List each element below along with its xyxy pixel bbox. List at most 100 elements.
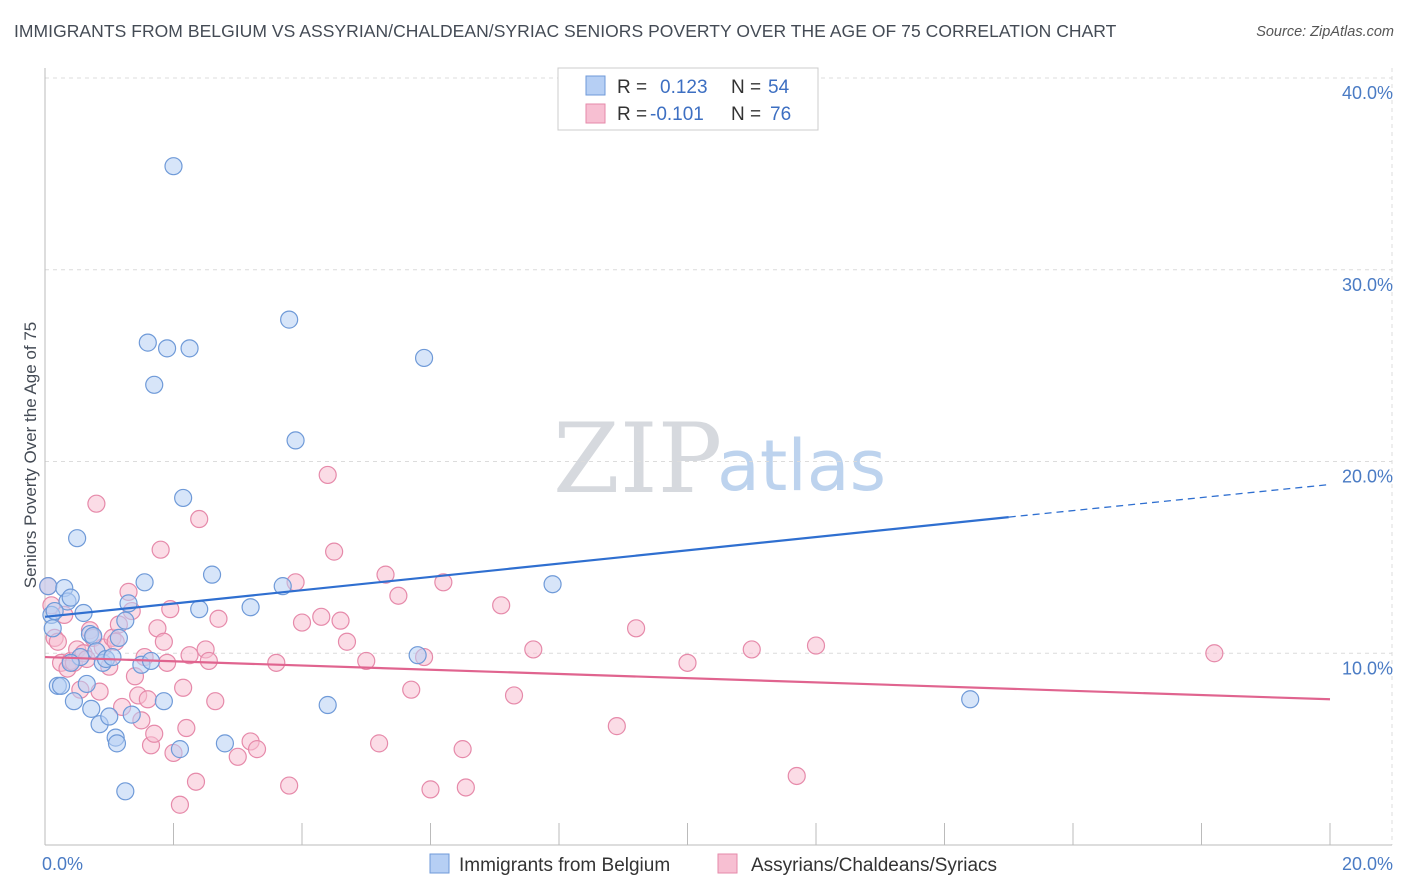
assyrian-trend-line: [44, 655, 1331, 701]
assyrian-point-48: [228, 747, 247, 766]
assyrian-point-29: [138, 690, 157, 709]
belgium-point-46: [286, 431, 305, 450]
belgium-point-50: [543, 575, 562, 594]
belgium-point-38: [174, 488, 193, 508]
belgium-point-34: [154, 692, 173, 711]
y-tick-label-20: 20.0%: [1342, 467, 1393, 487]
belgium-point-9: [68, 529, 87, 548]
legend-n-label-blue: N =: [731, 77, 761, 98]
belgium-point-25: [116, 782, 135, 801]
assyrian-point-55: [312, 607, 331, 626]
assyrian-point-77: [787, 766, 806, 786]
legend-swatch-pink: [585, 103, 606, 124]
assyrian-point-46: [206, 692, 225, 711]
belgium-point-8: [64, 692, 84, 711]
assyrian-point-58: [331, 611, 350, 630]
axes: [44, 68, 1392, 846]
belgium-point-0: [39, 577, 58, 596]
gridlines: [45, 68, 1393, 845]
legend-r-value-blue: 0.123: [660, 77, 708, 98]
watermark: ZIP atlas: [553, 403, 886, 515]
assyrian-point-60: [357, 651, 376, 671]
belgium-point-51: [961, 690, 980, 709]
legend-r-label-pink: R =: [617, 104, 647, 125]
assyrian-point-78: [806, 636, 826, 655]
assyrian-point-66: [421, 780, 440, 799]
assyrian-point-59: [337, 632, 357, 651]
assyrian-point-64: [402, 680, 421, 699]
assyrian-point-38: [170, 795, 190, 814]
assyrian-point-33: [151, 540, 170, 559]
belgium-point-7: [61, 588, 80, 607]
assyrian-point-54: [292, 613, 312, 632]
assyrian-point-42: [186, 772, 206, 791]
trend-lines: [44, 483, 1331, 701]
belgium-point-44: [273, 577, 292, 596]
assyrian-point-34: [154, 632, 173, 651]
belgium-point-48: [408, 646, 427, 665]
assyrian-point-43: [190, 509, 209, 529]
y-tick-label-10: 10.0%: [1342, 658, 1393, 678]
assyrian-point-35: [157, 653, 177, 672]
assyrian-point-57: [325, 542, 344, 561]
assyrian-point-67: [434, 573, 453, 592]
assyrian-point-72: [524, 640, 543, 659]
bottom-legend-swatch-blue: [429, 853, 450, 874]
chart-title: IMMIGRANTS FROM BELGIUM VS ASSYRIAN/CHAL…: [14, 21, 1117, 41]
belgium-point-4: [51, 676, 71, 695]
belgium-point-24: [109, 628, 128, 648]
y-axis-label: Seniors Poverty Over the Age of 75: [21, 322, 40, 588]
series-assyrians-points: [39, 465, 1224, 814]
belgium-point-40: [190, 600, 209, 619]
assyrian-point-73: [607, 717, 626, 736]
belgium-point-37: [170, 740, 190, 759]
belgium-point-14: [82, 699, 101, 718]
assyrian-point-75: [678, 653, 697, 672]
assyrian-point-52: [280, 776, 299, 795]
legend-n-value-pink: 76: [770, 104, 791, 125]
correlation-legend: R = 0.123 N = 54 R = -0.101 N = 76: [557, 67, 819, 131]
assyrian-point-74: [626, 619, 646, 638]
assyrian-point-70: [492, 596, 511, 615]
legend-swatch-blue: [585, 75, 606, 96]
y-tick-labels: 10.0% 20.0% 30.0% 40.0%: [1342, 83, 1393, 678]
assyrian-point-69: [456, 778, 475, 797]
assyrian-point-62: [376, 565, 395, 584]
source-credit: Source: ZipAtlas.com: [1256, 24, 1394, 40]
x-tick-label-right: 20.0%: [1342, 854, 1393, 874]
assyrian-point-41: [180, 646, 199, 665]
assyrian-point-40: [177, 718, 196, 738]
y-tick-label-40: 40.0%: [1342, 83, 1393, 103]
bottom-legend-label-pink: Assyrians/Chaldeans/Syriacs: [751, 855, 997, 876]
belgium-point-31: [138, 333, 157, 352]
assyrian-point-51: [267, 653, 286, 672]
belgium-point-26: [116, 611, 135, 630]
assyrian-point-76: [742, 640, 761, 659]
belgium-point-49: [414, 348, 434, 368]
legend-r-value-pink: -0.101: [650, 104, 704, 125]
series-legend: Immigrants from Belgium Assyrians/Chalde…: [429, 853, 997, 876]
y-tick-label-30: 30.0%: [1342, 275, 1393, 295]
belgium-point-28: [122, 705, 141, 724]
legend-n-value-blue: 54: [768, 77, 790, 98]
assyrian-point-68: [453, 740, 472, 759]
assyrian-point-39: [174, 678, 193, 697]
legend-r-label-blue: R =: [617, 77, 647, 98]
belgium-point-36: [164, 157, 183, 176]
belgium-trend-line: [44, 516, 1009, 618]
belgium-trend-extension: [1008, 483, 1331, 518]
belgium-point-15: [84, 626, 103, 646]
belgium-point-43: [241, 598, 260, 617]
watermark-atlas: atlas: [717, 425, 886, 507]
bottom-legend-label-blue: Immigrants from Belgium: [459, 855, 670, 876]
belgium-point-45: [280, 310, 299, 329]
assyrian-point-31: [145, 724, 164, 743]
belgium-point-35: [157, 339, 177, 358]
assyrian-point-50: [247, 740, 267, 759]
bottom-legend-swatch-pink: [717, 853, 738, 874]
belgium-point-33: [145, 375, 164, 394]
series-belgium-points: [39, 157, 980, 801]
belgium-point-30: [135, 573, 154, 592]
belgium-point-2: [43, 619, 62, 638]
assyrian-point-79: [1205, 644, 1224, 663]
